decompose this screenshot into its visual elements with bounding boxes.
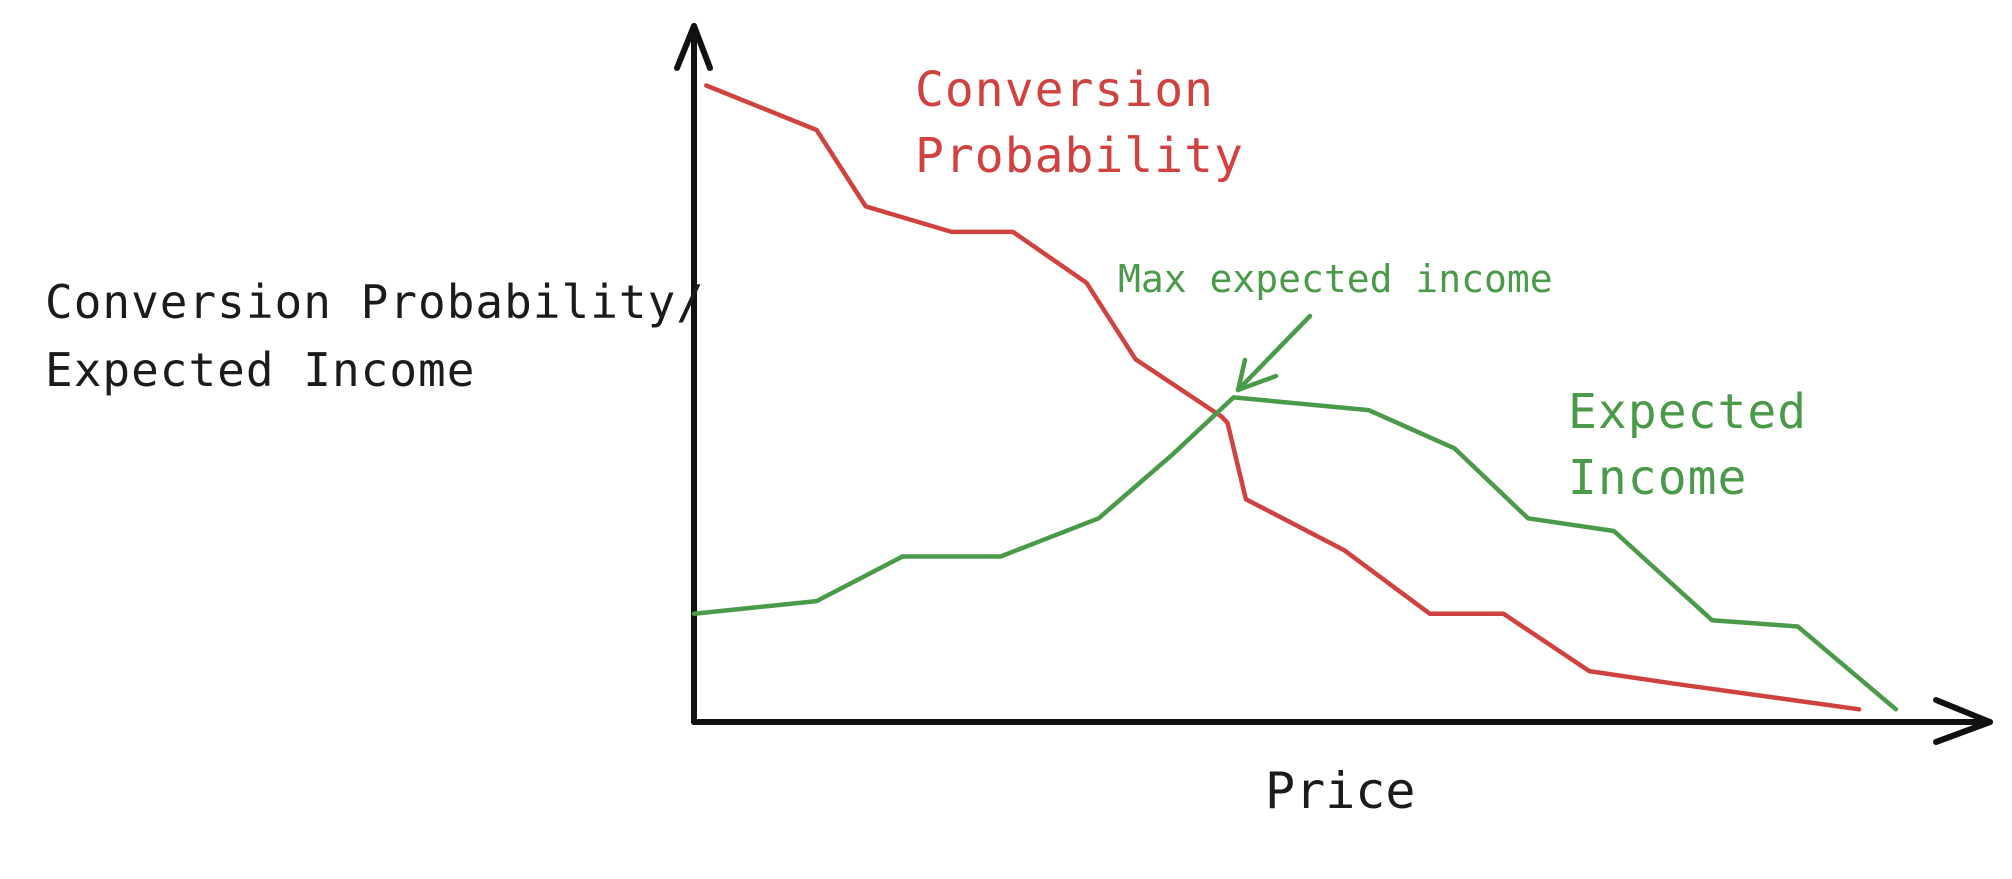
annotation-arrowhead (1235, 357, 1279, 393)
conversion-probability-label-line-2: Probability (915, 128, 1244, 184)
max-income-annotation: Max expected income (1118, 257, 1553, 393)
expected-income-label-line-2: Income (1568, 450, 1747, 506)
annotation-text: Max expected income (1118, 257, 1553, 301)
conversion-probability-label: Conversion Probability (915, 62, 1244, 184)
expected-income-line (691, 395, 1899, 712)
x-axis-label: Price (1265, 762, 1416, 820)
y-axis-label: Conversion Probability/ Expected Income (45, 275, 734, 397)
conversion-probability-label-line-1: Conversion (915, 62, 1214, 118)
y-axis-label-line-1: Conversion Probability/ (45, 275, 705, 329)
expected-income-label: Expected Income (1568, 384, 1837, 506)
axes (674, 23, 1993, 745)
expected-income-label-line-1: Expected (1568, 384, 1807, 440)
x-axis-arrowhead (1933, 697, 1993, 745)
conversion-probability-line (704, 83, 1862, 712)
y-axis-arrowhead (674, 23, 713, 71)
annotation-arrow (1235, 313, 1313, 393)
series-layer (691, 83, 1899, 712)
y-axis-label-line-2: Expected Income (45, 343, 475, 397)
